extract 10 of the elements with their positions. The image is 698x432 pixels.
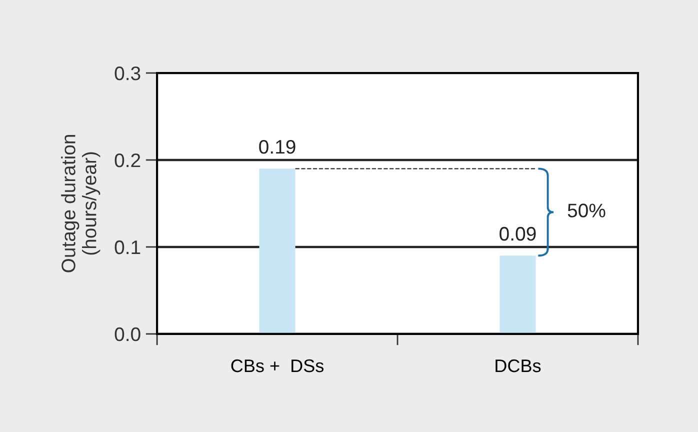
y-tick-label: 0.3 [114, 66, 140, 80]
data-label: 0.09 [500, 226, 536, 241]
y-axis-title: Outage duration (hours/year) [61, 135, 100, 272]
y-tick-label: 0.0 [114, 327, 140, 342]
x-tick-label: CBs + DSs [231, 359, 324, 372]
x-tick-label: DCBs [496, 359, 541, 372]
y-tick-label: 0.2 [114, 153, 140, 168]
annotation: 50% [568, 204, 606, 218]
data-label: 0.19 [259, 140, 296, 154]
y-tick-label: 0.1 [114, 240, 140, 254]
